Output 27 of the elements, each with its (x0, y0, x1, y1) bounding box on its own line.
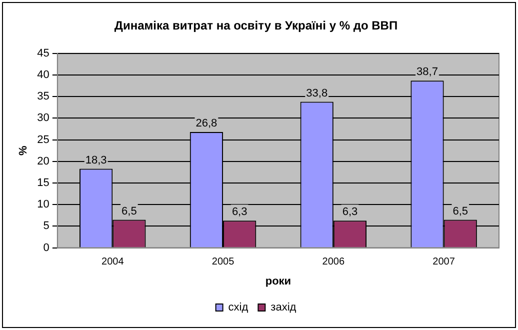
data-label: 18,3 (85, 154, 107, 166)
data-label: 6,3 (342, 206, 358, 218)
y-axis-title: % (18, 145, 30, 156)
y-tick-label: 40 (37, 69, 50, 82)
y-tick-label: 5 (43, 220, 50, 232)
y-tick-label: 45 (37, 47, 50, 60)
x-tick-label: 2005 (212, 256, 235, 268)
y-tick-label: 10 (37, 198, 50, 211)
x-tick-label: 2004 (102, 256, 124, 268)
x-tick-label: 2007 (432, 256, 456, 268)
y-tick-label: 35 (37, 90, 50, 103)
y-tick-label: 0 (43, 242, 50, 254)
data-label: 38,7 (416, 66, 438, 78)
legend-label: схід (228, 302, 249, 314)
y-tick-label: 25 (37, 134, 50, 146)
x-axis-title: роки (265, 275, 292, 288)
y-tick-label: 20 (37, 155, 50, 168)
y-tick-label: 30 (37, 112, 50, 124)
data-label: 6,3 (232, 206, 248, 218)
data-label: 6,5 (122, 205, 137, 218)
legend-label: захід (270, 302, 297, 314)
data-label: 33,8 (306, 87, 328, 100)
data-label: 6,5 (452, 205, 468, 218)
y-tick-label: 15 (37, 177, 50, 190)
x-tick-label: 2006 (322, 256, 345, 268)
data-label: 26,8 (196, 118, 218, 130)
chart-title: Динаміка витрат на освіту в Україні у % до ВВП (114, 18, 398, 33)
